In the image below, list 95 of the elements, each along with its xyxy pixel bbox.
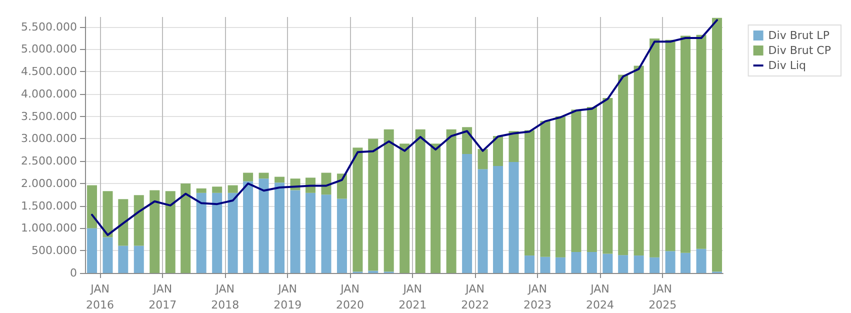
bar: [680, 36, 691, 253]
bar: [618, 74, 628, 256]
bar: [102, 237, 113, 273]
bar: [524, 130, 534, 256]
bar: [118, 199, 128, 246]
bar: [555, 116, 566, 258]
bar: [150, 190, 160, 273]
bar: [462, 154, 472, 273]
bar: [508, 131, 519, 162]
x-tick-label: JAN 2017: [148, 282, 177, 312]
bar: [478, 149, 488, 170]
bar: [524, 256, 534, 273]
bar: [243, 181, 254, 273]
bar: [618, 255, 628, 273]
y-tick-label: 5.500.000: [21, 20, 77, 34]
x-tick-label: JAN 2021: [398, 282, 427, 312]
x-tick-label: JAN 2018: [211, 282, 240, 312]
bar: [368, 138, 378, 271]
bar: [634, 256, 644, 273]
y-tick-label: 2.500.000: [21, 154, 77, 168]
bar: [415, 129, 426, 273]
bar: [696, 34, 706, 249]
bar: [243, 172, 254, 182]
bar: [586, 252, 597, 273]
x-tick-label: JAN 2025: [648, 282, 677, 312]
bar: [508, 162, 519, 273]
x-tick-label: JAN 2024: [586, 282, 614, 312]
bar: [430, 144, 441, 273]
bar: [118, 246, 128, 273]
bar: [87, 185, 98, 228]
bar: [134, 246, 144, 273]
bar: [274, 176, 285, 183]
bar: [665, 251, 676, 273]
x-tick-label: JAN 2020: [336, 282, 364, 312]
bar: [540, 120, 550, 257]
y-tick-label: 1.000.000: [21, 222, 77, 235]
bar: [336, 174, 347, 199]
bar: [336, 198, 347, 273]
y-tick-label: 500.000: [32, 244, 77, 258]
y-tick-label: 4.500.000: [21, 65, 77, 78]
bar: [228, 185, 238, 193]
bar: [462, 127, 472, 154]
bar: [134, 195, 144, 246]
legend-label: Div Brut LP: [768, 29, 830, 42]
bar: [321, 194, 332, 273]
bar: [493, 166, 504, 273]
bar: [602, 254, 613, 273]
y-tick-label: 1.500.000: [21, 199, 77, 212]
y-tick-label: 2.000.000: [21, 176, 77, 190]
legend-label: Div Brut CP: [768, 44, 832, 57]
bar: [274, 182, 285, 273]
bar: [212, 192, 222, 273]
line-series: [91, 19, 718, 236]
bar: [478, 169, 488, 273]
bar: [196, 192, 206, 273]
y-tick-label: 3.500.000: [21, 110, 77, 123]
x-tick-label: JAN 2019: [274, 282, 302, 312]
bar: [571, 110, 582, 252]
x-tick-label: JAN 2023: [524, 282, 552, 312]
bar: [87, 228, 98, 273]
bar: [352, 148, 363, 272]
bar: [680, 252, 691, 273]
bar: [446, 129, 456, 273]
bar: [665, 40, 676, 252]
y-tick-label: 5.000.000: [21, 42, 77, 56]
bar: [650, 38, 660, 258]
bar: [602, 98, 613, 254]
bar: [306, 192, 316, 273]
bar: [493, 136, 504, 166]
bar: [555, 257, 566, 273]
x-tick-label: JAN 2016: [86, 282, 114, 312]
bar: [258, 178, 269, 273]
bar: [634, 66, 644, 256]
bar: [540, 256, 550, 273]
bar: [258, 172, 269, 179]
bar: [586, 106, 597, 252]
bar: [165, 191, 176, 273]
bar: [384, 129, 394, 272]
y-tick-label: 0: [70, 266, 77, 280]
bar: [196, 188, 206, 193]
bar: [180, 183, 191, 273]
bar: [321, 172, 332, 195]
bar: [712, 18, 722, 272]
bar: [290, 190, 300, 273]
bar: [400, 144, 410, 273]
y-tick-label: 3.000.000: [21, 132, 77, 146]
x-tick-label: JAN 2022: [461, 282, 490, 312]
bar: [212, 186, 222, 193]
y-tick-label: 4.000.000: [21, 87, 77, 100]
legend-label: Div Liq: [768, 59, 806, 72]
bar: [696, 248, 706, 273]
bar: [102, 191, 113, 238]
bar: [228, 192, 238, 273]
bar: [571, 252, 582, 273]
bar: [650, 257, 660, 273]
